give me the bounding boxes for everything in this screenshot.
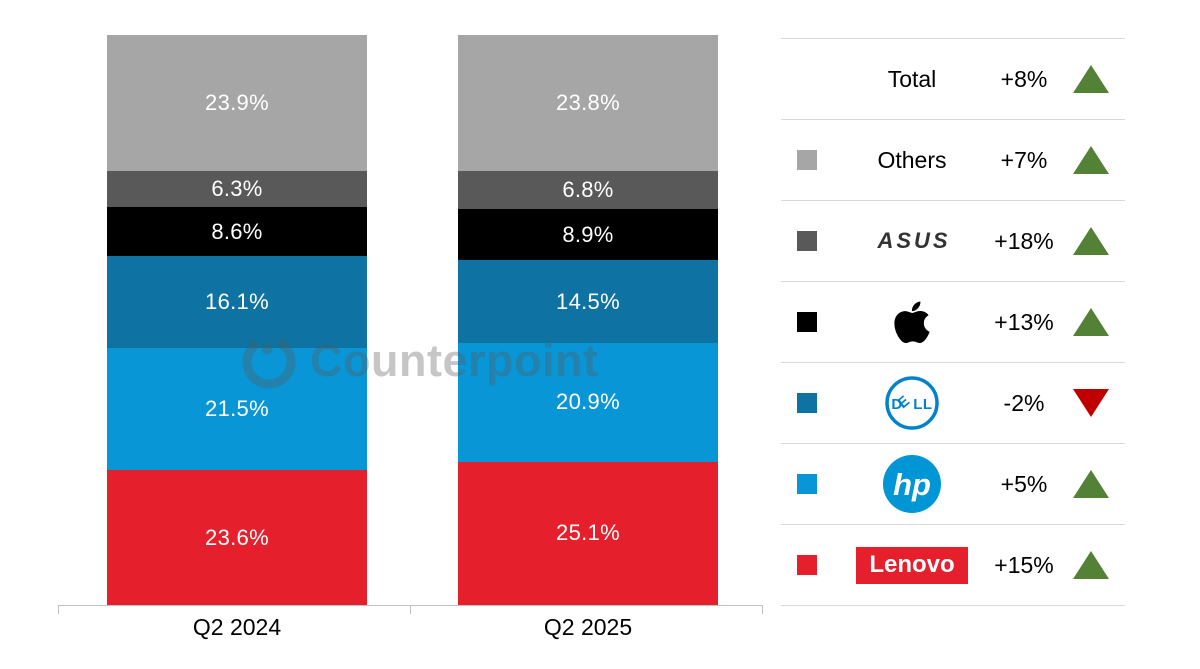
growth-value: +13% xyxy=(994,308,1054,335)
x-axis-label-q2-2025: Q2 2025 xyxy=(543,614,633,640)
down-arrow-icon xyxy=(1073,389,1109,417)
segment-value-label: 23.6% xyxy=(205,524,269,550)
trend-cell xyxy=(1057,389,1125,417)
series-color-swatch xyxy=(797,150,817,170)
svg-text:DELL: DELL xyxy=(891,392,932,413)
series-color-swatch xyxy=(797,474,817,494)
legend-row-others: Others +7% xyxy=(781,119,1125,200)
apple-logo xyxy=(894,301,930,343)
growth-value: +18% xyxy=(994,227,1054,254)
series-color-swatch xyxy=(797,312,817,332)
x-axis-label-q2-2024: Q2 2024 xyxy=(192,614,282,640)
segment-apple: 8.9% xyxy=(458,209,718,261)
segment-others: 23.8% xyxy=(458,35,718,171)
asus-logo: ASUS xyxy=(876,229,950,253)
segment-value-label: 16.1% xyxy=(205,288,269,314)
up-arrow-icon xyxy=(1073,227,1109,255)
trend-cell xyxy=(1057,551,1125,579)
segment-others: 23.9% xyxy=(107,35,367,172)
segment-value-label: 6.3% xyxy=(211,176,263,202)
legend-row-hp: hp +5% xyxy=(781,443,1125,524)
growth-value: +8% xyxy=(1000,65,1048,92)
svg-text:hp: hp xyxy=(893,467,931,502)
swatch-cell xyxy=(781,150,833,170)
hp-logo: hp xyxy=(883,455,941,513)
legend-row-lenovo: Lenovo +15% xyxy=(781,524,1125,606)
segment-value-label: 14.5% xyxy=(556,288,620,314)
growth-value: -2% xyxy=(1003,389,1045,416)
brand-cell xyxy=(833,298,991,346)
bar-q2-2024: 23.9% 6.3% 8.6% 16.1% 21.5% 23.6% xyxy=(107,35,367,605)
brand-cell: Total xyxy=(833,66,991,93)
dell-logo: DELL xyxy=(885,376,939,430)
swatch-cell xyxy=(781,555,833,575)
brand-cell: DELL xyxy=(833,375,991,431)
brand-cell: ASUS xyxy=(833,229,991,253)
legend-label-total: Total xyxy=(887,65,937,92)
legend-row-asus: ASUS +18% xyxy=(781,200,1125,281)
segment-dell: 16.1% xyxy=(107,256,367,348)
segment-value-label: 8.6% xyxy=(211,218,263,244)
legend-table: Total +8% Others +7% ASUS +18% +13% DELL -2% hp +5… xyxy=(781,38,1125,606)
segment-value-label: 25.1% xyxy=(556,520,620,546)
legend-row-total: Total +8% xyxy=(781,38,1125,119)
axis-tick xyxy=(410,605,411,614)
segment-value-label: 23.8% xyxy=(556,89,620,115)
brand-cell: Others xyxy=(833,147,991,174)
up-arrow-icon xyxy=(1073,551,1109,579)
trend-cell xyxy=(1057,470,1125,498)
segment-value-label: 21.5% xyxy=(205,396,269,422)
series-color-swatch xyxy=(797,555,817,575)
axis-tick xyxy=(58,605,59,614)
growth-value: +7% xyxy=(1000,146,1048,173)
segment-value-label: 20.9% xyxy=(556,389,620,415)
legend-row-apple: +13% xyxy=(781,281,1125,362)
bar-q2-2025: 23.8% 6.8% 8.9% 14.5% 20.9% 25.1% xyxy=(458,35,718,605)
trend-cell xyxy=(1057,308,1125,336)
swatch-cell xyxy=(781,312,833,332)
up-arrow-icon xyxy=(1073,308,1109,336)
segment-value-label: 6.8% xyxy=(562,177,614,203)
segment-asus: 6.8% xyxy=(458,170,718,210)
growth-value: +5% xyxy=(1000,470,1048,497)
trend-cell xyxy=(1057,227,1125,255)
segment-value-label: 23.9% xyxy=(205,90,269,116)
segment-hp: 21.5% xyxy=(107,347,367,471)
segment-lenovo: 25.1% xyxy=(458,461,718,605)
series-color-swatch xyxy=(797,231,817,251)
swatch-cell xyxy=(781,231,833,251)
legend-row-dell: DELL -2% xyxy=(781,362,1125,443)
segment-hp: 20.9% xyxy=(458,342,718,462)
up-arrow-icon xyxy=(1073,470,1109,498)
segment-apple: 8.6% xyxy=(107,207,367,257)
segment-value-label: 8.9% xyxy=(562,221,614,247)
growth-value: +15% xyxy=(994,551,1054,578)
trend-cell xyxy=(1057,65,1125,93)
lenovo-logo: Lenovo xyxy=(856,546,968,584)
brand-cell: hp xyxy=(833,455,991,513)
segment-asus: 6.3% xyxy=(107,171,367,208)
axis-tick xyxy=(762,605,763,614)
legend-label-others: Others xyxy=(877,146,947,173)
svg-text:ASUS: ASUS xyxy=(876,229,950,253)
trend-cell xyxy=(1057,146,1125,174)
swatch-cell xyxy=(781,474,833,494)
up-arrow-icon xyxy=(1073,65,1109,93)
segment-dell: 14.5% xyxy=(458,260,718,343)
segment-lenovo: 23.6% xyxy=(107,470,367,605)
series-color-swatch xyxy=(797,393,817,413)
swatch-cell xyxy=(781,393,833,413)
brand-cell: Lenovo xyxy=(833,546,991,584)
up-arrow-icon xyxy=(1073,146,1109,174)
